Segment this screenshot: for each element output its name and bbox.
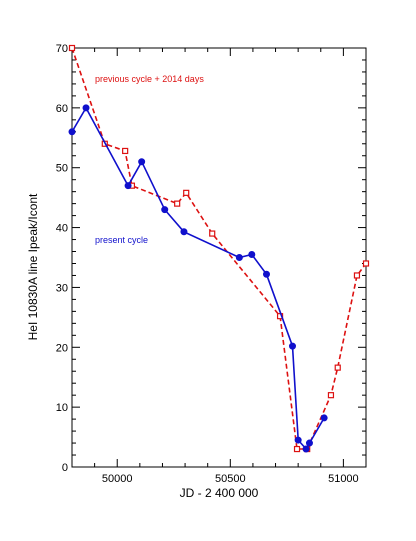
data-point-previous-cycle-2014-days: [209, 230, 216, 237]
data-point-present-cycle: [262, 270, 270, 278]
plot-frame: [71, 47, 367, 468]
y-tick-label: 10: [56, 402, 68, 414]
ticks-group: 50000 50500 51000 0 10 20 30 40 50 60 70: [56, 43, 367, 485]
data-point-present-cycle: [289, 342, 296, 350]
data-point-present-cycle: [138, 158, 146, 166]
data-point-present-cycle: [82, 104, 90, 112]
x-tick-label: 51000: [328, 473, 359, 485]
series-line-previous-cycle-2014-days: [71, 47, 367, 450]
data-point-present-cycle: [248, 251, 256, 259]
y-tick-label: 70: [56, 43, 68, 55]
x-axis-title: JD - 2 400 000: [180, 486, 259, 500]
annotation-present-cycle: present cycle: [95, 235, 148, 245]
x-tick-label: 50500: [215, 473, 246, 485]
data-point-previous-cycle-2014-days: [183, 189, 190, 196]
annotation-previous-cycle: previous cycle + 2014 days: [95, 74, 204, 84]
x-tick-label: 50000: [102, 473, 133, 485]
data-point-present-cycle: [68, 128, 76, 136]
y-tick-label: 50: [56, 163, 68, 175]
data-point-previous-cycle-2014-days: [122, 147, 129, 155]
data-point-previous-cycle-2014-days: [334, 364, 341, 371]
data-point-present-cycle: [161, 206, 169, 214]
y-tick-label: 0: [62, 462, 68, 474]
data-point-present-cycle: [305, 439, 313, 447]
data-point-present-cycle: [294, 436, 302, 444]
data-point-previous-cycle-2014-days: [293, 445, 301, 453]
data-point-previous-cycle-2014-days: [174, 200, 181, 207]
series-group: [68, 44, 370, 453]
data-point-present-cycle: [320, 414, 328, 422]
data-point-previous-cycle-2014-days: [353, 272, 361, 279]
y-tick-label: 20: [56, 342, 68, 354]
data-point-present-cycle: [302, 445, 310, 453]
plot-frame-group: [71, 47, 367, 468]
y-axis-title: HeI 10830A line Ipeak/Icont: [26, 193, 40, 340]
data-point-previous-cycle-2014-days: [362, 260, 370, 267]
data-point-previous-cycle-2014-days: [327, 392, 335, 399]
data-point-present-cycle: [235, 254, 243, 261]
data-point-present-cycle: [124, 182, 132, 190]
y-tick-label: 40: [56, 223, 68, 235]
data-point-previous-cycle-2014-days: [68, 44, 76, 52]
y-tick-label: 30: [56, 282, 68, 294]
data-point-present-cycle: [180, 228, 188, 236]
y-tick-label: 60: [56, 103, 68, 115]
